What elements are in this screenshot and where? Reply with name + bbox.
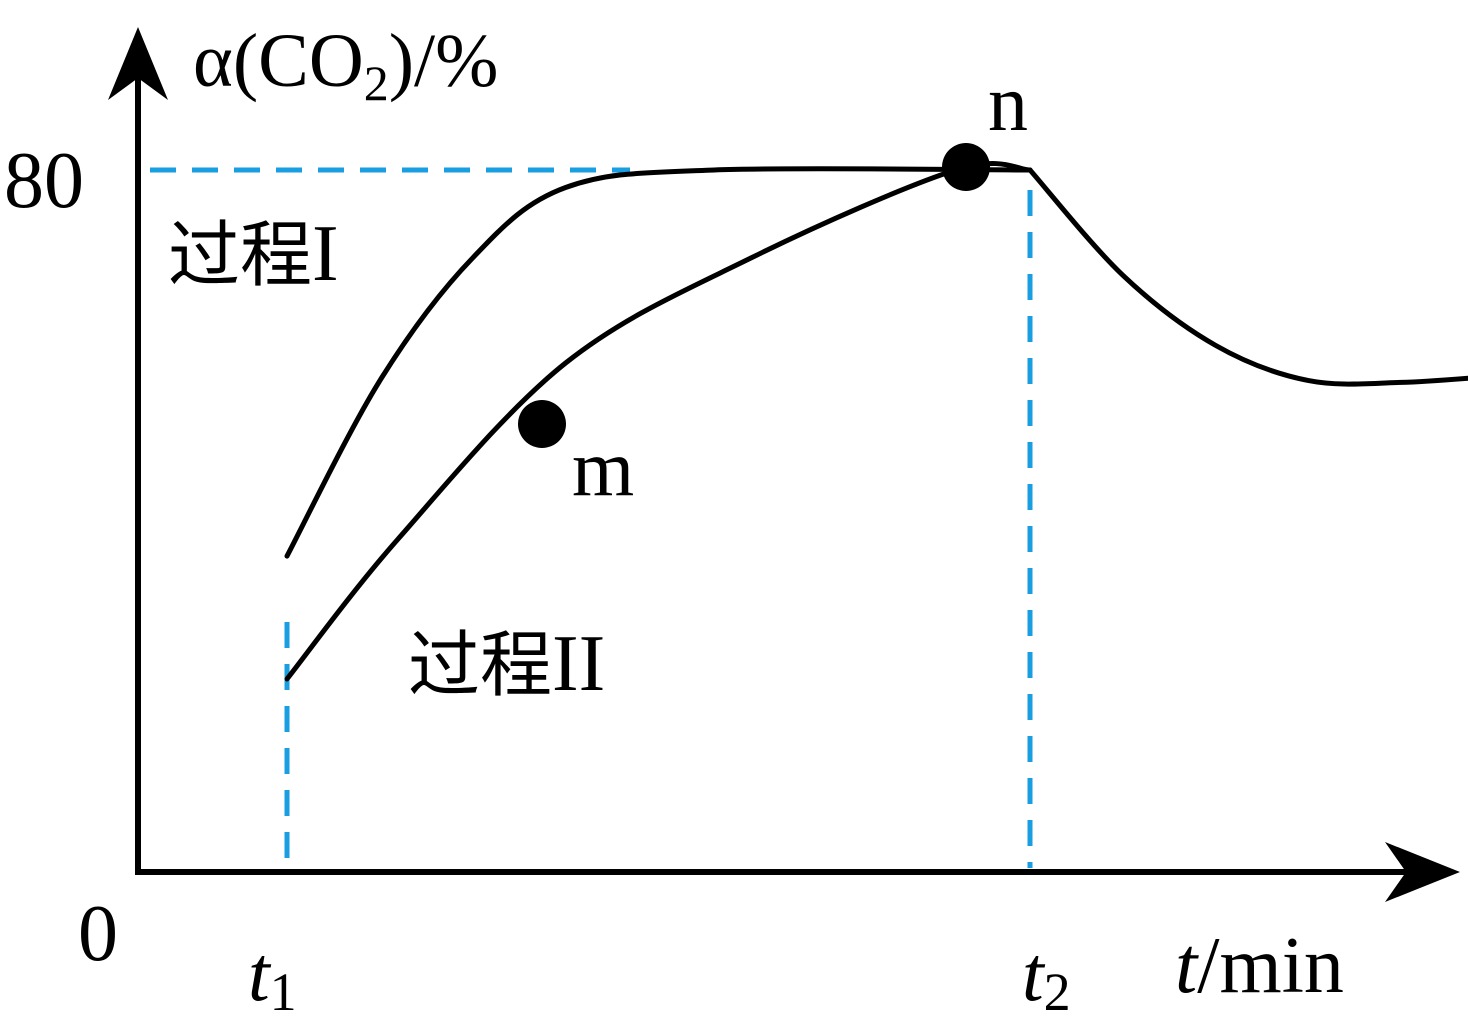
- series-process-2-line: [284, 161, 1033, 682]
- x-tick-t2: t2: [1022, 930, 1071, 1017]
- x-tick-t1: t1: [248, 930, 297, 1017]
- x-axis-label: t/min: [1175, 922, 1344, 1010]
- y-axis-label: α(CO2)/%: [193, 19, 498, 111]
- series-process-1-line: [284, 166, 1033, 559]
- y-tick-80: 80: [4, 137, 84, 225]
- point-m: [518, 400, 566, 448]
- annotation-n: n: [988, 60, 1028, 148]
- x-axis-arrow: [1385, 842, 1460, 902]
- point-n: [942, 143, 990, 191]
- y-axis-arrow: [108, 27, 168, 100]
- series-label-process-2: 过程II: [408, 620, 605, 708]
- origin-label: 0: [78, 890, 118, 978]
- series-decline-line: [1027, 167, 1468, 387]
- annotation-m: m: [572, 425, 634, 513]
- series-label-process-1: 过程I: [168, 210, 339, 298]
